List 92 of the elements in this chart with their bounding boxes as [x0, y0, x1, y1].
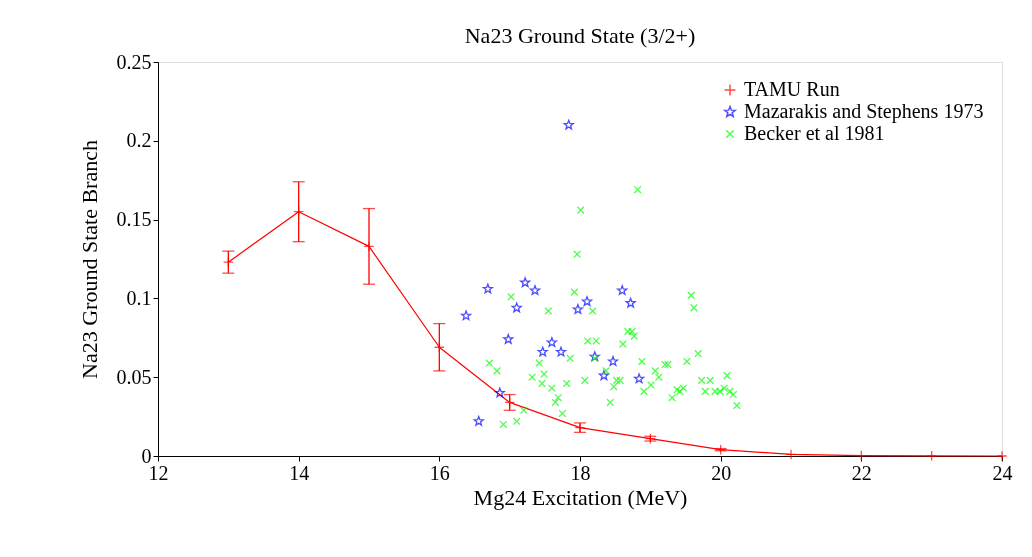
point — [573, 250, 582, 259]
point — [507, 292, 516, 301]
x-tick-label: 14 — [289, 461, 310, 484]
point — [494, 387, 505, 398]
point — [540, 370, 549, 379]
point — [689, 303, 698, 312]
point — [473, 415, 484, 426]
x-tick-label: 16 — [429, 461, 450, 484]
point — [732, 401, 741, 410]
point — [588, 307, 597, 315]
point — [529, 285, 541, 296]
point — [687, 291, 696, 300]
point — [612, 376, 621, 385]
point — [555, 346, 567, 357]
point — [563, 119, 574, 130]
point — [566, 354, 575, 363]
point — [618, 340, 627, 349]
x-tick-label: 20 — [711, 461, 732, 484]
point — [996, 450, 1008, 462]
x-axis-title: Mg24 Excitation (MeV) — [473, 484, 688, 510]
point — [682, 357, 691, 366]
legend-label: Becker et al 1981 — [744, 122, 885, 144]
point — [640, 387, 648, 396]
point — [493, 366, 501, 375]
y-tick-label: 0.05 — [116, 365, 152, 388]
point — [668, 393, 677, 402]
point — [363, 241, 375, 252]
point — [511, 302, 522, 313]
point — [562, 379, 571, 388]
point — [499, 420, 508, 429]
point — [633, 373, 645, 384]
point — [538, 379, 546, 388]
point — [482, 283, 494, 294]
y-tick-label: 0.1 — [126, 286, 152, 309]
point — [580, 376, 589, 385]
point — [551, 398, 560, 407]
point — [558, 409, 567, 418]
point — [537, 346, 548, 357]
point — [729, 390, 738, 399]
y-tick-label: 0.25 — [116, 50, 152, 73]
point — [519, 406, 528, 415]
point — [546, 337, 558, 348]
y-tick-label: 0.2 — [126, 129, 152, 152]
x-tick-label: 22 — [851, 461, 872, 484]
point — [554, 393, 563, 402]
point — [637, 357, 646, 366]
y-axis-title: Na23 Ground State Branch — [76, 140, 102, 379]
point — [654, 373, 663, 382]
point — [602, 366, 610, 375]
point — [609, 382, 618, 391]
point — [623, 327, 632, 336]
point — [535, 359, 544, 367]
point — [616, 376, 625, 385]
point — [503, 333, 514, 344]
point — [607, 356, 619, 366]
point — [723, 371, 731, 380]
point — [222, 256, 234, 268]
point — [485, 359, 494, 367]
point — [576, 206, 585, 215]
point — [651, 366, 660, 375]
legend-label: Mazarakis and Stephens 1973 — [744, 100, 984, 123]
point — [926, 450, 938, 462]
chart-title: Na23 Ground State (3/2+) — [464, 23, 696, 48]
point — [720, 384, 729, 393]
point — [785, 449, 797, 460]
point — [633, 185, 642, 194]
point — [293, 206, 305, 218]
point — [528, 373, 537, 382]
point — [512, 417, 521, 426]
point — [519, 277, 531, 288]
point — [598, 370, 610, 381]
point — [715, 444, 727, 456]
point — [694, 349, 703, 358]
point — [460, 310, 472, 321]
point — [606, 398, 615, 407]
point — [544, 307, 553, 315]
y-tick-label: 0.15 — [116, 208, 152, 231]
point — [625, 297, 636, 308]
point — [572, 304, 584, 314]
y-tick-label: 0 — [141, 444, 152, 467]
point — [855, 450, 867, 461]
point — [630, 332, 639, 341]
x-tick-label: 18 — [570, 461, 591, 484]
x-tick-label: 24 — [992, 461, 1013, 484]
legend-label: TAMU Run — [744, 78, 840, 100]
point — [570, 288, 579, 297]
point — [647, 381, 656, 390]
point — [504, 397, 516, 408]
point — [433, 341, 445, 353]
point — [547, 384, 556, 393]
point — [581, 296, 593, 307]
point — [617, 285, 628, 296]
